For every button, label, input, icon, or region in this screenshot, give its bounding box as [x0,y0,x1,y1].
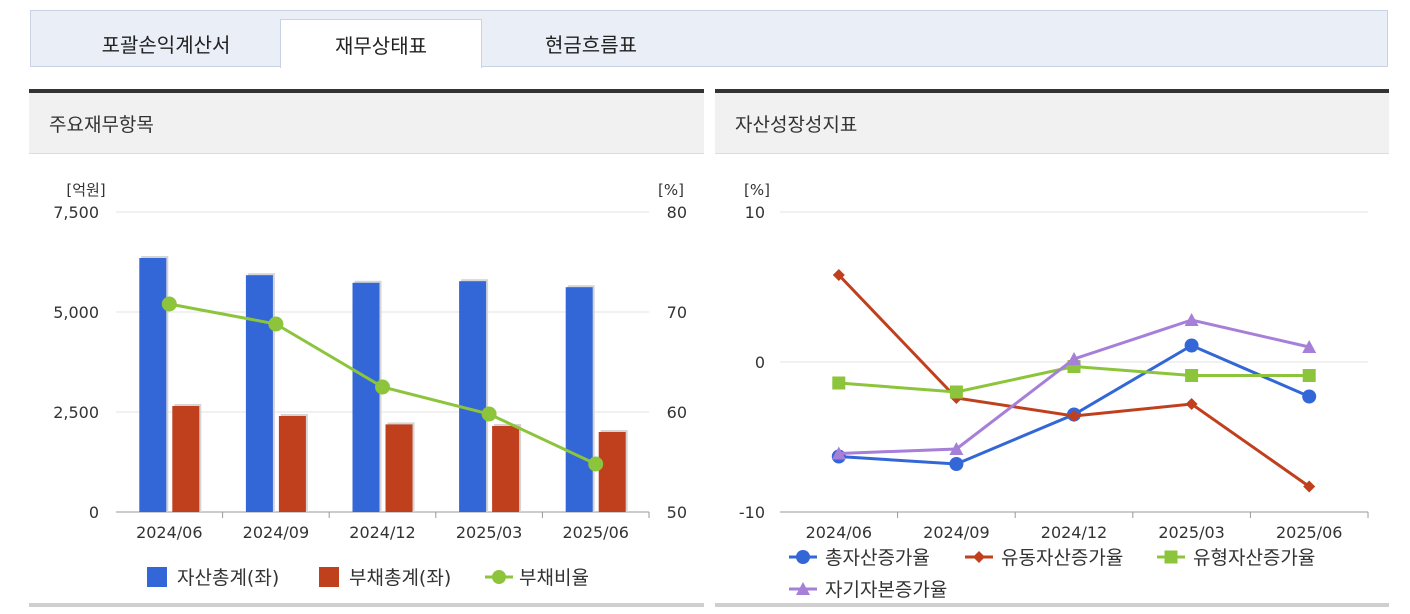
series-point-3 [949,442,964,455]
legend-label: 부채총계(좌) [349,567,451,589]
legend-swatch-marker [796,550,810,564]
x-tick-label: 2025/03 [1158,523,1224,542]
bar-total-liabilities [278,416,306,512]
statement-tab-bar: 포괄손익계산서 재무상태표 현금흐름표 [30,10,1388,68]
series-point-2 [1185,369,1199,382]
y-unit: [%] [744,181,770,199]
bar-total-liabilities [385,424,413,512]
key-financials-title: 주요재무항목 [29,93,704,154]
x-tick-label: 2024/12 [349,523,415,542]
x-tick-label: 2024/09 [923,523,989,542]
debt-ratio-point [588,456,604,472]
bar-total-assets [352,282,380,512]
bar-total-assets [459,281,487,512]
tab-cash-flow[interactable]: 현금흐름표 [545,33,637,57]
series-point-1 [1068,410,1080,422]
x-tick-label: 2024/06 [136,523,202,542]
series-point-1 [832,269,845,281]
tab-income-statement[interactable]: 포괄손익계산서 [101,33,231,57]
series-point-3 [831,446,846,460]
legend-swatch [147,567,167,587]
x-tick-label: 2024/06 [806,523,872,542]
series-point-0 [1302,389,1317,404]
y-left-unit: [억원] [66,181,105,199]
series-point-3 [1184,313,1199,326]
legend-label: 자산총계(좌) [177,567,279,589]
debt-ratio-point [375,379,390,395]
y-tick-label: 0 [755,353,765,372]
y-left-tick-label: 2,500 [53,403,99,422]
legend-swatch-marker [796,582,810,595]
legend-label: 부채비율 [519,567,589,589]
legend-swatch-marker [973,551,985,563]
y-left-tick-label: 5,000 [53,303,99,322]
debt-ratio-point [268,316,284,332]
series-point-0 [1184,338,1199,353]
key-financials-panel: 주요재무항목 7,500 5,000 2,500 0 80 70 60 50 [억원] [%] 20… [29,89,704,607]
tab-balance-sheet[interactable]: 재무상태표 [280,19,482,68]
series-point-1 [1185,398,1198,410]
x-tick-label: 2025/06 [1276,523,1342,542]
x-tick-label: 2024/12 [1041,523,1107,542]
bar-total-liabilities [598,432,626,512]
asset-growth-title: 자산성장성지표 [715,93,1389,154]
y-right-tick-label: 60 [667,403,687,422]
bar-total-liabilities [172,406,200,512]
y-right-tick-label: 50 [667,503,687,522]
bar-total-assets [245,275,273,512]
key-financials-chart: 7,500 5,000 2,500 0 80 70 60 50 [억원] [%] 2024/06 20… [53,181,687,589]
legend-label: 총자산증가율 [825,547,930,569]
series-point-2 [1302,369,1316,382]
series-point-0 [949,457,964,471]
legend-label: 유형자산증가율 [1193,547,1315,569]
legend-label: 자기자본증가율 [825,579,947,601]
y-left-tick-label: 7,500 [53,203,99,222]
x-tick-label: 2025/06 [562,523,628,542]
legend-label: 유동자산증가율 [1001,547,1123,569]
x-tick-label: 2025/03 [456,523,522,542]
series-line-3 [838,318,1310,455]
bar-total-assets [139,258,167,512]
series-point-3 [1067,352,1081,365]
x-tick-label: 2024/09 [243,523,309,542]
y-right-tick-label: 80 [667,203,687,222]
bar-total-assets [565,287,593,512]
y-tick-label: -10 [739,503,765,522]
series-point-3 [1302,340,1317,353]
y-right-unit: [%] [658,181,684,199]
y-left-tick-label: 0 [89,503,99,522]
asset-growth-panel: 자산성장성지표 10 0 -10 [%] 2024/06 2024/09 2024/12 20… [715,89,1389,607]
debt-ratio-point [161,296,177,312]
series-point-2 [949,385,963,399]
asset-growth-chart: 10 0 -10 [%] 2024/06 2024/09 2024/12 2025/03 202… [739,181,1369,601]
legend-swatch-point [492,570,506,584]
series-point-1 [1303,480,1316,493]
legend-swatch [319,567,339,587]
y-right-tick-label: 70 [667,303,687,322]
bar-total-liabilities [492,426,520,512]
series-line-1 [837,273,1311,488]
legend-swatch-marker [1164,550,1178,564]
debt-ratio-point [481,406,497,422]
series-point-2 [832,376,846,390]
y-tick-label: 10 [745,203,765,222]
